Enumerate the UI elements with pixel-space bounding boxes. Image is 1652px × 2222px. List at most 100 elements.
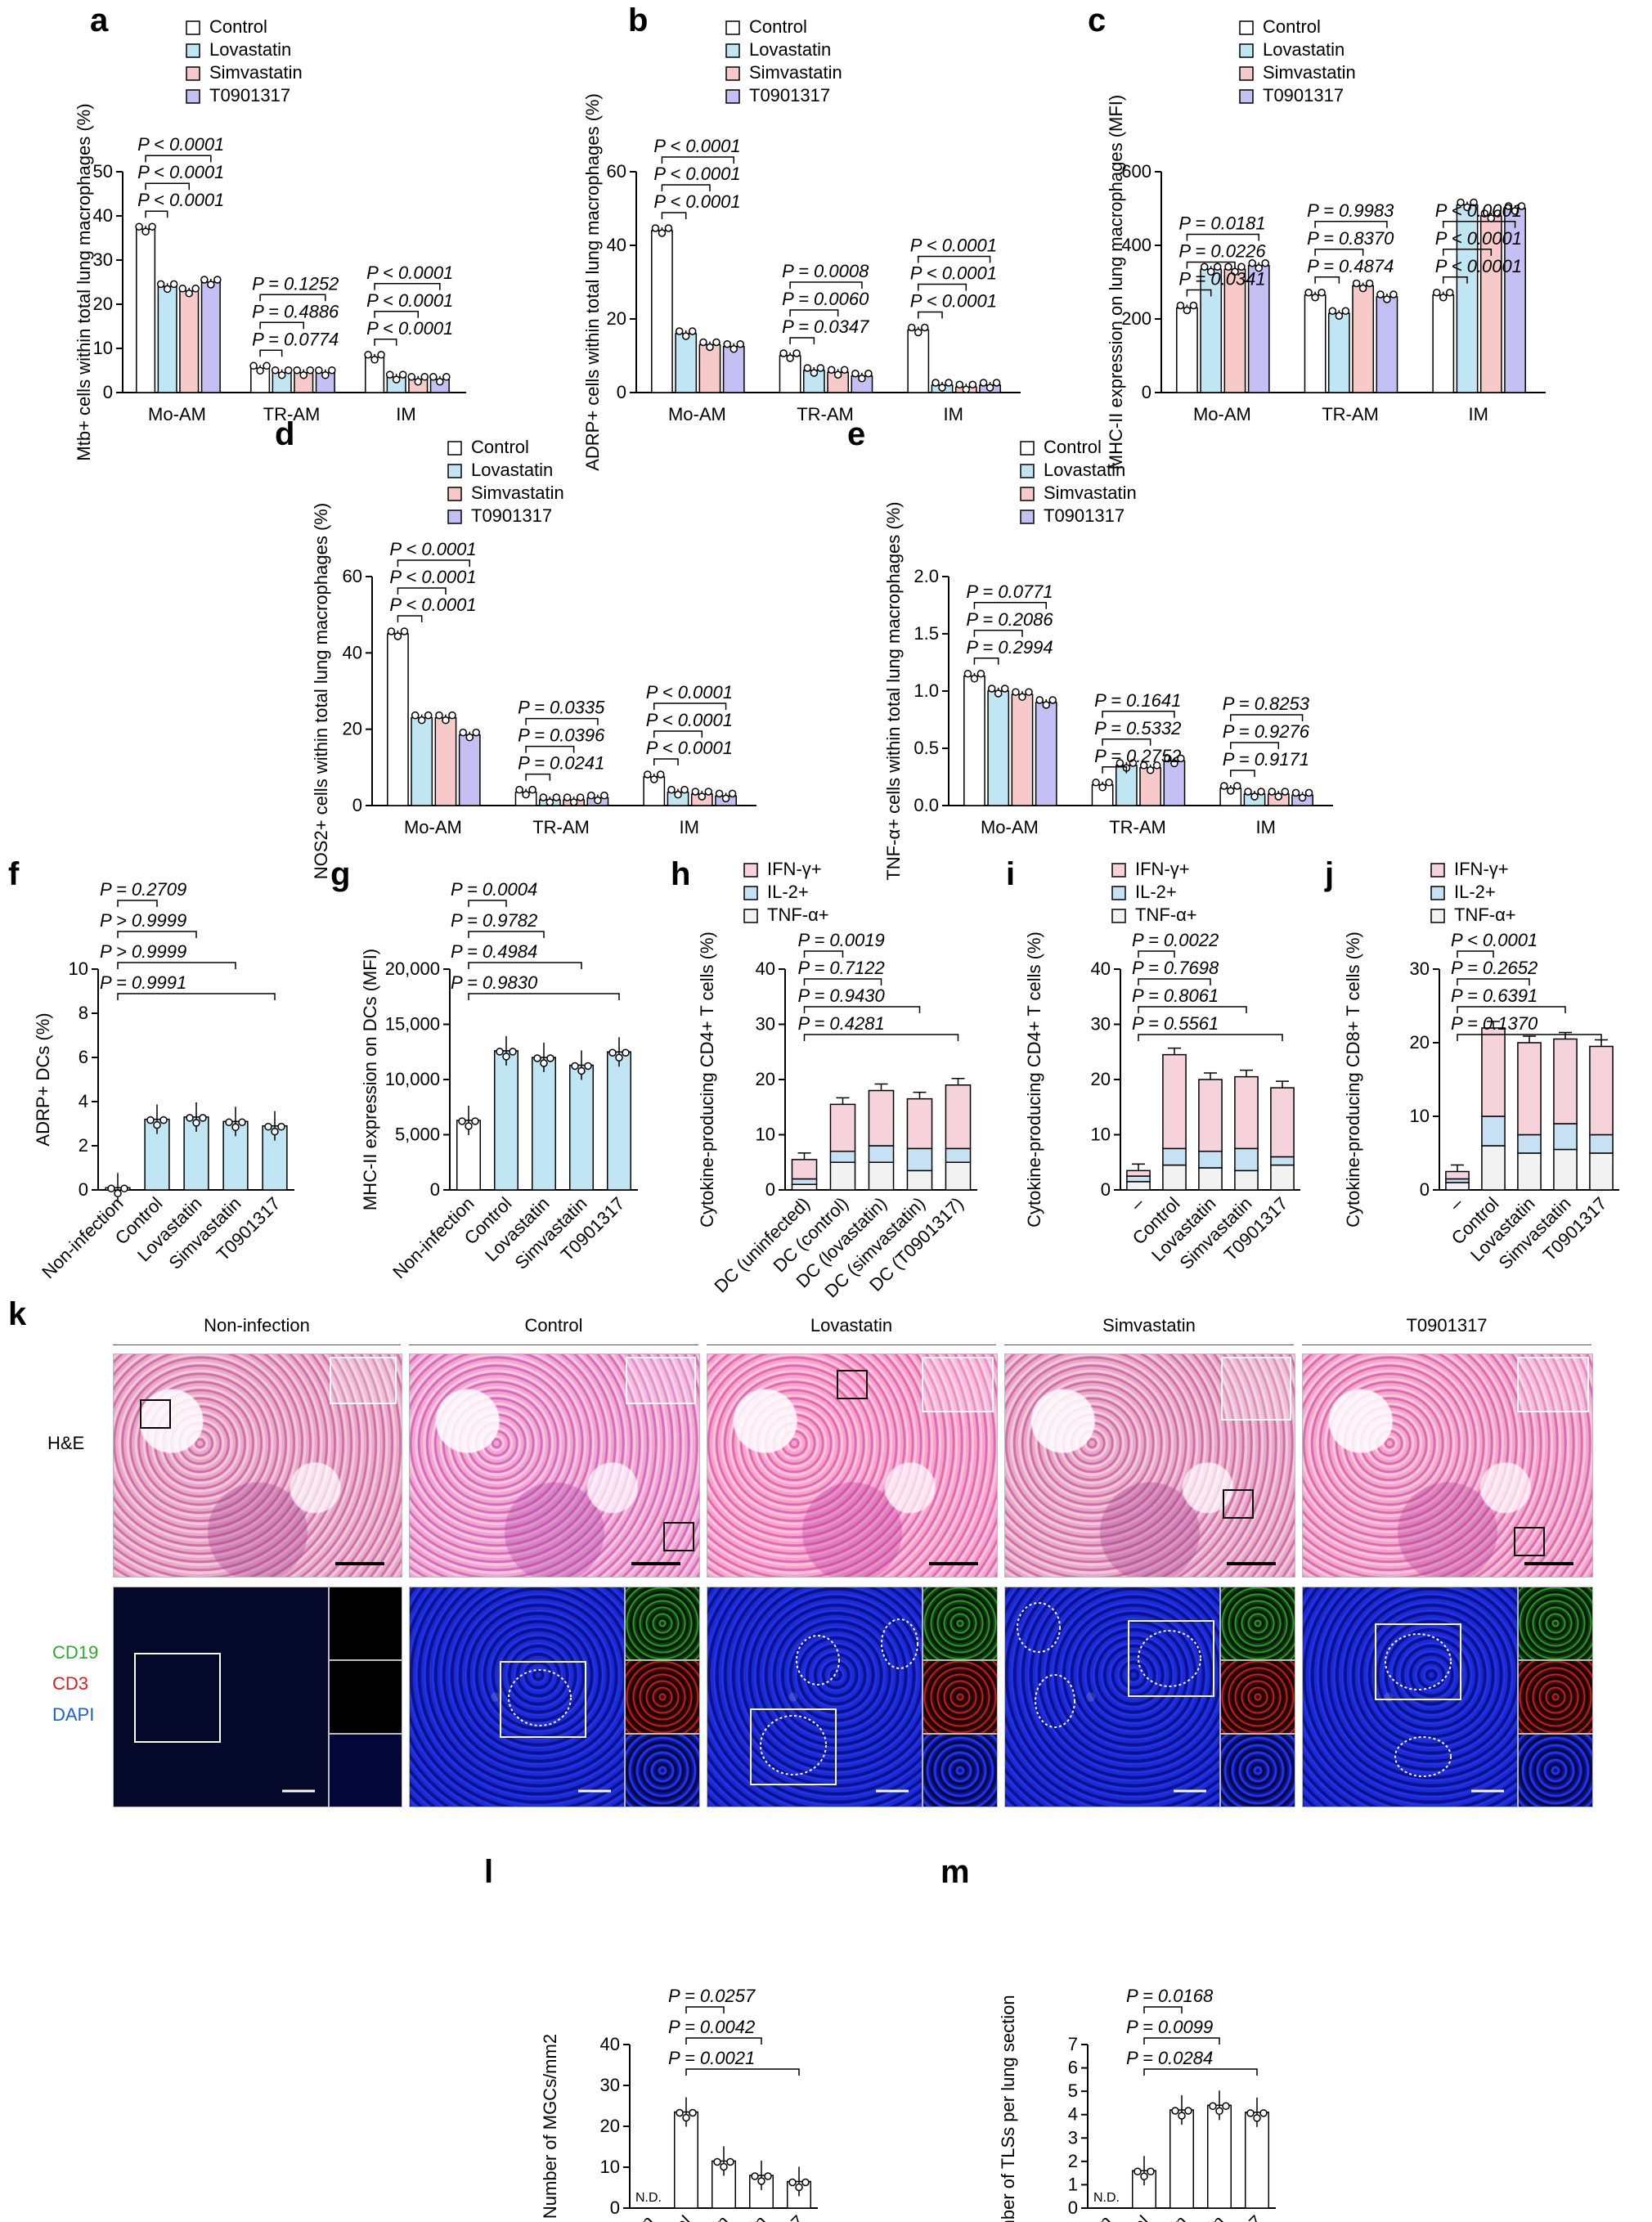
bar-segment (1198, 1079, 1223, 1152)
significance-bracket (1314, 249, 1364, 256)
data-point (931, 379, 940, 387)
data-point (429, 373, 438, 381)
data-point (1255, 264, 1263, 272)
data-point (191, 285, 200, 293)
data-point (509, 1048, 517, 1056)
significance-bracket (1186, 289, 1212, 297)
data-point (1025, 688, 1033, 696)
data-point (1042, 701, 1050, 709)
legend-swatch (1020, 487, 1035, 501)
k-stain-cd19: CD19 (52, 1642, 99, 1663)
legend-label: IL-2+ (767, 882, 809, 902)
legend-label: Simvastatin (1263, 62, 1356, 83)
data-point (1018, 693, 1026, 701)
x-category-label: Simvastatin (1148, 2211, 1228, 2222)
data-point (851, 370, 860, 378)
nd-label: N.D. (635, 2191, 662, 2205)
bar-segment (1481, 1145, 1506, 1191)
data-point (1171, 2107, 1179, 2115)
data-point (792, 349, 801, 357)
legend-swatch (1239, 89, 1254, 104)
y-tick-label: 60 (343, 566, 362, 586)
data-point (533, 1054, 541, 1062)
legend-label: Control (209, 16, 267, 37)
data-point (231, 1123, 240, 1132)
chart-m: 0 1 2 34 5 6 7 Number of TLSs per lung section N… (998, 1986, 1276, 2222)
data-point (135, 222, 143, 231)
y-axis-label: Cytokine-producing CD8+ T cells (%) (1343, 931, 1363, 1228)
p-value-label: P < 0.0001 (137, 162, 224, 182)
data-point (153, 1120, 161, 1129)
y-tick-label: 40 (1091, 958, 1111, 979)
data-point (1178, 2112, 1186, 2120)
bar (568, 1064, 595, 1191)
x-category-label: Mo-AM (981, 817, 1039, 837)
p-value-label: P = 0.6391 (1451, 985, 1538, 1006)
x-category-label: IM (396, 404, 415, 424)
p-value-label: P = 0.0181 (1178, 213, 1265, 234)
legend-label: Simvastatin (209, 62, 303, 83)
significance-bracket (117, 931, 197, 938)
k-header-non-infection: Non-infection (113, 1315, 401, 1345)
legend-label: Lovastatin (1044, 460, 1125, 480)
data-point (263, 361, 271, 370)
data-point (1341, 307, 1350, 315)
data-point (657, 770, 665, 779)
k-header-t0901317: T0901317 (1302, 1315, 1591, 1345)
p-value-label: P = 0.0341 (1178, 269, 1265, 290)
data-point (1140, 2172, 1148, 2181)
p-value-label: P = 0.0771 (966, 581, 1053, 602)
data-point (1146, 766, 1155, 774)
p-value-label: P = 0.2752 (1094, 746, 1181, 766)
legend-swatch (186, 66, 200, 81)
data-point (271, 1127, 279, 1136)
data-point (293, 366, 302, 375)
data-point (1176, 301, 1185, 310)
data-point (1220, 782, 1228, 790)
data-point (720, 2162, 728, 2171)
y-tick-label: 0 (610, 2197, 620, 2218)
y-tick-label: 0 (352, 795, 362, 815)
significance-bracket (973, 602, 1047, 609)
data-point (1000, 685, 1009, 693)
legend-swatch (1020, 509, 1035, 524)
significance-bracket (653, 703, 727, 710)
data-point (1480, 209, 1489, 218)
bar (1163, 760, 1186, 806)
data-point (698, 792, 707, 801)
data-point (207, 281, 215, 289)
data-point (528, 785, 536, 794)
y-tick-label: 6 (1068, 2058, 1078, 2078)
data-point (321, 370, 330, 379)
bar (675, 333, 698, 393)
bar-segment (1198, 1151, 1223, 1169)
p-value-label: P = 0.1641 (1094, 690, 1181, 711)
data-point (1376, 290, 1385, 299)
data-point (563, 793, 572, 801)
p-value-label: P = 0.0021 (668, 2048, 755, 2068)
data-point (178, 285, 187, 293)
data-point (393, 632, 402, 640)
bar-segment (1517, 1042, 1542, 1136)
data-point (1463, 203, 1471, 212)
he-image-lovastatin (707, 1353, 998, 1578)
data-point (608, 1048, 617, 1057)
legend-swatch (1111, 909, 1126, 923)
significance-bracket (145, 182, 191, 191)
data-point (681, 332, 690, 340)
p-value-label: P < 0.0001 (653, 136, 740, 156)
data-point (1446, 289, 1454, 297)
data-point (1233, 782, 1241, 790)
legend-swatch (1020, 441, 1035, 456)
data-point (1248, 259, 1256, 267)
x-category-label: Simvastatin (690, 2211, 770, 2222)
legend-swatch (725, 20, 740, 35)
y-tick-label: 30 (756, 1014, 775, 1035)
significance-bracket (653, 730, 703, 738)
bar-segment (1481, 1115, 1506, 1147)
significance-bracket (1138, 1034, 1283, 1041)
bar (136, 228, 156, 393)
bar-segment (1589, 1133, 1614, 1154)
